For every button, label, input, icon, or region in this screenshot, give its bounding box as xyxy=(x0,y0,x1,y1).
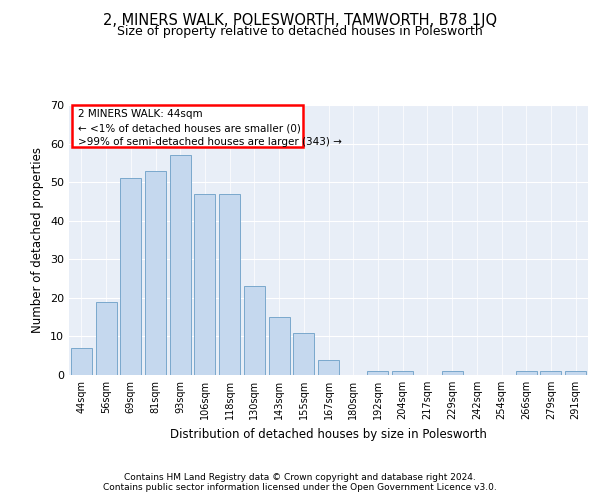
Bar xyxy=(71,348,92,375)
Bar xyxy=(516,371,537,375)
Bar xyxy=(541,371,562,375)
Bar xyxy=(194,194,215,375)
Y-axis label: Number of detached properties: Number of detached properties xyxy=(31,147,44,333)
Text: Contains HM Land Registry data © Crown copyright and database right 2024.: Contains HM Land Registry data © Crown c… xyxy=(124,472,476,482)
Bar xyxy=(269,317,290,375)
Bar xyxy=(219,194,240,375)
Text: 2 MINERS WALK: 44sqm
← <1% of detached houses are smaller (0)
>99% of semi-detac: 2 MINERS WALK: 44sqm ← <1% of detached h… xyxy=(78,109,341,147)
Bar xyxy=(392,371,413,375)
Bar xyxy=(244,286,265,375)
Bar xyxy=(318,360,339,375)
FancyBboxPatch shape xyxy=(71,105,302,147)
Bar xyxy=(565,371,586,375)
Text: Size of property relative to detached houses in Polesworth: Size of property relative to detached ho… xyxy=(117,25,483,38)
Bar xyxy=(145,170,166,375)
Bar xyxy=(95,302,116,375)
Bar xyxy=(120,178,141,375)
Bar xyxy=(367,371,388,375)
Bar xyxy=(293,332,314,375)
Text: Contains public sector information licensed under the Open Government Licence v3: Contains public sector information licen… xyxy=(103,484,497,492)
Text: 2, MINERS WALK, POLESWORTH, TAMWORTH, B78 1JQ: 2, MINERS WALK, POLESWORTH, TAMWORTH, B7… xyxy=(103,12,497,28)
Bar xyxy=(442,371,463,375)
X-axis label: Distribution of detached houses by size in Polesworth: Distribution of detached houses by size … xyxy=(170,428,487,440)
Bar xyxy=(170,155,191,375)
